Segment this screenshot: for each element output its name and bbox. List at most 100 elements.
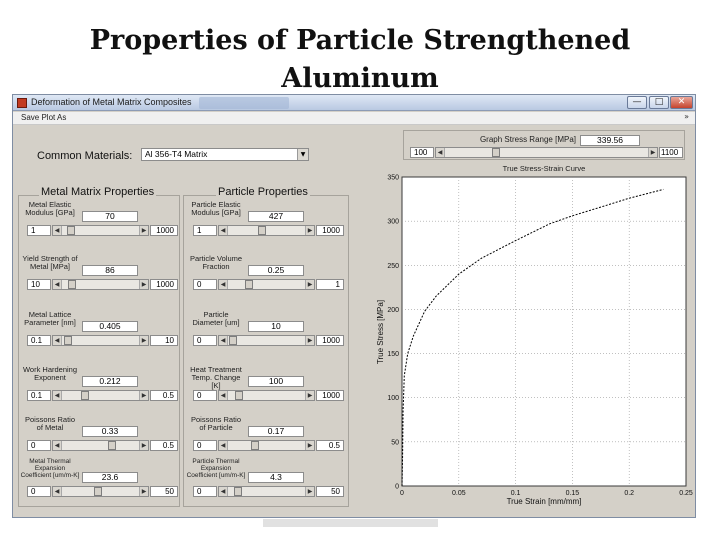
property-slider[interactable]: ◀ ▶ xyxy=(218,440,315,451)
slider-left-arrow-icon[interactable]: ◀ xyxy=(53,391,62,400)
chart-title: True Stress-Strain Curve xyxy=(502,164,586,173)
property-slider[interactable]: ◀ ▶ xyxy=(52,335,149,346)
slider-thumb[interactable] xyxy=(67,226,75,235)
slider-thumb[interactable] xyxy=(94,487,102,496)
slider-left-arrow-icon[interactable]: ◀ xyxy=(219,391,228,400)
slider-min[interactable]: 0.1 xyxy=(27,335,51,346)
particle-props-value[interactable]: 10 xyxy=(248,321,304,332)
common-materials-select[interactable]: Al 356-T4 Matrix ▼ xyxy=(141,148,309,161)
slider-right-arrow-icon[interactable]: ▶ xyxy=(305,280,314,289)
slider-max[interactable]: 0.5 xyxy=(150,440,178,451)
slider-left-arrow-icon[interactable]: ◀ xyxy=(53,336,62,345)
slider-min[interactable]: 0 xyxy=(193,335,217,346)
slider-min[interactable]: 0 xyxy=(193,279,217,290)
slider-left-arrow-icon[interactable]: ◀ xyxy=(219,441,228,450)
slider-right-arrow-icon[interactable]: ▶ xyxy=(305,441,314,450)
slider-left-arrow-icon[interactable]: ◀ xyxy=(53,441,62,450)
slider-max[interactable]: 1000 xyxy=(150,225,178,236)
slider-min[interactable]: 0 xyxy=(27,440,51,451)
chevron-down-icon[interactable]: ▼ xyxy=(297,149,308,160)
slider-thumb[interactable] xyxy=(108,441,116,450)
slider-left-arrow-icon[interactable]: ◀ xyxy=(219,280,228,289)
slider-min[interactable]: 0 xyxy=(193,440,217,451)
matrix-props-value[interactable]: 0.33 xyxy=(82,426,138,437)
slider-max[interactable]: 1000 xyxy=(316,225,344,236)
slider-left-arrow-icon[interactable]: ◀ xyxy=(53,226,62,235)
property-slider[interactable]: ◀ ▶ xyxy=(218,279,315,290)
slider-max[interactable]: 50 xyxy=(316,486,344,497)
slider-max[interactable]: 1000 xyxy=(316,335,344,346)
slider-max[interactable]: 1000 xyxy=(316,390,344,401)
slider-min[interactable]: 0 xyxy=(27,486,51,497)
particle-props-value[interactable]: 0.17 xyxy=(248,426,304,437)
slider-thumb[interactable] xyxy=(245,280,253,289)
menu-overflow-icon[interactable]: » xyxy=(684,112,689,121)
matrix-props-value[interactable]: 23.6 xyxy=(82,472,138,483)
slider-left-arrow-icon[interactable]: ◀ xyxy=(219,226,228,235)
slider-left-arrow-icon[interactable]: ◀ xyxy=(219,487,228,496)
window-titlebar[interactable]: Deformation of Metal Matrix Composites —… xyxy=(13,95,695,111)
matrix-props-value[interactable]: 0.212 xyxy=(82,376,138,387)
slider-min[interactable]: 0 xyxy=(193,486,217,497)
slider-thumb[interactable] xyxy=(258,226,266,235)
slider-right-arrow-icon[interactable]: ▶ xyxy=(139,441,148,450)
maximize-button[interactable]: □ xyxy=(649,96,669,109)
slider-right-arrow-icon[interactable]: ▶ xyxy=(139,280,148,289)
particle-props-value[interactable]: 100 xyxy=(248,376,304,387)
property-slider[interactable]: ◀ ▶ xyxy=(218,335,315,346)
slider-right-arrow-icon[interactable]: ▶ xyxy=(139,336,148,345)
particle-props-value[interactable]: 427 xyxy=(248,211,304,222)
slider-max[interactable]: 0.5 xyxy=(316,440,344,451)
slider-left-arrow-icon[interactable]: ◀ xyxy=(53,487,62,496)
slider-thumb[interactable] xyxy=(68,280,76,289)
slider-max[interactable]: 10 xyxy=(150,335,178,346)
graph-range-max[interactable]: 1100 xyxy=(659,147,683,158)
graph-range-min[interactable]: 100 xyxy=(410,147,434,158)
property-slider[interactable]: ◀ ▶ xyxy=(218,225,315,236)
minimize-button[interactable]: — xyxy=(627,96,647,109)
slider-left-arrow-icon[interactable]: ◀ xyxy=(219,336,228,345)
slider-right-arrow-icon[interactable]: ▶ xyxy=(139,487,148,496)
property-slider[interactable]: ◀ ▶ xyxy=(218,390,315,401)
slider-min[interactable]: 10 xyxy=(27,279,51,290)
slider-thumb[interactable] xyxy=(251,441,259,450)
slider-thumb[interactable] xyxy=(81,391,89,400)
property-slider[interactable]: ◀ ▶ xyxy=(52,390,149,401)
slider-left-arrow-icon[interactable]: ◀ xyxy=(53,280,62,289)
slider-right-arrow-icon[interactable]: ▶ xyxy=(305,226,314,235)
slider-max[interactable]: 1000 xyxy=(150,279,178,290)
matrix-props-value[interactable]: 70 xyxy=(82,211,138,222)
slider-max[interactable]: 0.5 xyxy=(150,390,178,401)
slider-thumb[interactable] xyxy=(229,336,237,345)
slider-max[interactable]: 50 xyxy=(150,486,178,497)
close-button[interactable]: ✕ xyxy=(670,96,693,109)
slider-right-arrow-icon[interactable]: ▶ xyxy=(305,336,314,345)
slider-min[interactable]: 1 xyxy=(193,225,217,236)
matrix-props-value[interactable]: 0.405 xyxy=(82,321,138,332)
property-slider[interactable]: ◀ ▶ xyxy=(52,225,149,236)
slider-right-arrow-icon[interactable]: ▶ xyxy=(305,391,314,400)
slider-min[interactable]: 1 xyxy=(27,225,51,236)
slider-left-arrow-icon[interactable]: ◀ xyxy=(436,148,445,157)
slider-max[interactable]: 1 xyxy=(316,279,344,290)
slider-right-arrow-icon[interactable]: ▶ xyxy=(305,487,314,496)
slider-thumb[interactable] xyxy=(235,391,243,400)
property-slider[interactable]: ◀ ▶ xyxy=(52,279,149,290)
slider-thumb[interactable] xyxy=(64,336,72,345)
matrix-props-value[interactable]: 86 xyxy=(82,265,138,276)
property-slider[interactable]: ◀ ▶ xyxy=(218,486,315,497)
menu-save-plot[interactable]: Save Plot As xyxy=(21,113,67,122)
slider-min[interactable]: 0 xyxy=(193,390,217,401)
graph-range-value[interactable]: 339.56 xyxy=(580,135,640,146)
slider-thumb[interactable] xyxy=(234,487,242,496)
property-slider[interactable]: ◀ ▶ xyxy=(52,486,149,497)
particle-props-value[interactable]: 4.3 xyxy=(248,472,304,483)
slider-right-arrow-icon[interactable]: ▶ xyxy=(139,226,148,235)
slider-right-arrow-icon[interactable]: ▶ xyxy=(139,391,148,400)
graph-range-slider[interactable]: ◀ ▶ xyxy=(435,147,658,158)
slider-thumb[interactable] xyxy=(492,148,500,157)
property-slider[interactable]: ◀ ▶ xyxy=(52,440,149,451)
slider-right-arrow-icon[interactable]: ▶ xyxy=(648,148,657,157)
particle-props-value[interactable]: 0.25 xyxy=(248,265,304,276)
slider-min[interactable]: 0.1 xyxy=(27,390,51,401)
